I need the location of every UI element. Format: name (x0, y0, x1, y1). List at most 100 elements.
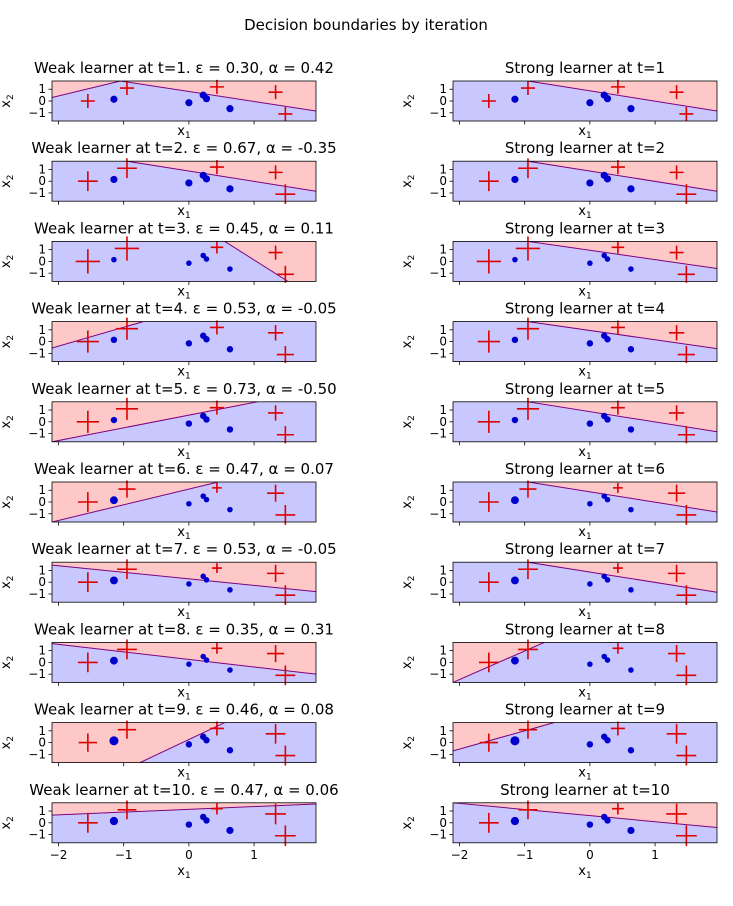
y-tick-label: −1 (429, 106, 447, 120)
panel-weak-5: Weak learner at t=5. ε = 0.73, α = -0.50… (0, 380, 337, 462)
positive-region (52, 81, 316, 111)
y-tick-label: −1 (28, 507, 46, 521)
data-point-plus (268, 245, 283, 260)
data-point-plus (267, 405, 284, 421)
data-point-plus (477, 410, 500, 433)
y-tick-label: −1 (429, 667, 447, 681)
data-point-plus (479, 733, 498, 752)
y-tick-label: 0 (38, 174, 46, 188)
data-point-circle (586, 741, 594, 748)
y-tick-label: −1 (28, 667, 46, 681)
y-tick-label: 0 (38, 736, 46, 750)
y-tick-label: −1 (28, 106, 46, 120)
data-point-plus (611, 241, 625, 254)
data-point-circle (200, 493, 207, 499)
y-axis-label: x2 (400, 656, 417, 669)
data-point-circle (203, 577, 210, 583)
data-point-plus (677, 265, 695, 283)
data-point-circle (587, 260, 593, 266)
panel-weak-2: Weak learner at t=2. ε = 0.67, α = -0.35… (0, 139, 337, 221)
y-axis-label: x2 (400, 415, 417, 428)
data-point-plus (117, 639, 137, 660)
data-point-plus (117, 720, 137, 739)
data-point-plus (209, 721, 224, 736)
y-axis-label: x2 (400, 335, 417, 348)
decision-boundary-line (52, 803, 316, 816)
panel-title: Weak learner at t=10. ε = 0.47, α = 0.06 (29, 781, 338, 799)
data-point-circle (628, 587, 634, 593)
data-point-circle (510, 736, 520, 746)
data-point-circle (203, 817, 210, 824)
data-point-circle (511, 95, 519, 103)
decision-boundary-line (453, 802, 717, 829)
panel-title: Strong learner at t=7 (505, 540, 665, 558)
panel-title: Strong learner at t=8 (505, 620, 665, 638)
data-point-plus (75, 249, 100, 274)
data-point-circle (604, 577, 611, 583)
y-tick-label: −1 (429, 747, 447, 761)
data-point-plus (77, 171, 98, 192)
data-point-plus (209, 400, 224, 415)
y-tick-label: 1 (439, 563, 447, 577)
y-tick-label: 0 (439, 254, 447, 268)
data-point-plus (114, 236, 140, 261)
y-axis-label: x2 (400, 816, 417, 829)
decision-boundary-line (52, 643, 316, 675)
data-point-plus (119, 81, 134, 96)
data-point-circle (587, 581, 593, 587)
decision-boundary-line (527, 401, 717, 433)
y-tick-label: 0 (439, 816, 447, 830)
data-point-circle (109, 736, 119, 746)
y-tick-label: 1 (38, 403, 46, 417)
panel-weak-6: Weak learner at t=6. ε = 0.47, α = 0.07 1… (0, 460, 334, 542)
data-point-plus (610, 721, 625, 736)
data-point-plus (267, 645, 285, 663)
positive-region (453, 401, 717, 432)
y-axis-label: x2 (400, 94, 417, 107)
data-point-plus (676, 745, 697, 766)
data-point-circle (110, 95, 118, 103)
y-tick-label: −1 (28, 346, 46, 360)
data-point-plus (676, 585, 697, 606)
data-point-circle (627, 105, 635, 113)
data-point-circle (627, 346, 635, 353)
data-point-circle (628, 667, 634, 673)
data-point-circle (604, 336, 611, 343)
data-point-plus (275, 505, 296, 525)
data-point-circle (227, 266, 233, 272)
data-point-circle (185, 340, 193, 347)
data-point-plus (209, 320, 224, 335)
x-tick-label: −2 (50, 848, 68, 862)
y-tick-label: 0 (439, 655, 447, 669)
y-tick-label: 1 (439, 724, 447, 738)
y-tick-label: 1 (439, 403, 447, 417)
data-point-plus (118, 480, 136, 498)
data-point-plus (268, 85, 283, 100)
data-point-circle (627, 747, 635, 754)
y-tick-label: 1 (38, 724, 46, 738)
y-tick-label: −1 (429, 186, 447, 200)
data-point-circle (227, 587, 233, 593)
y-tick-label: 0 (439, 335, 447, 349)
data-point-plus (610, 79, 625, 94)
y-tick-label: 0 (38, 575, 46, 589)
data-point-plus (518, 158, 538, 179)
data-point-circle (586, 179, 594, 187)
y-tick-label: 0 (439, 575, 447, 589)
decision-boundary-line (52, 482, 219, 522)
y-tick-label: 1 (439, 483, 447, 497)
data-point-circle (185, 179, 193, 187)
data-point-circle (200, 573, 207, 580)
data-point-plus (610, 400, 625, 415)
positive-region (52, 241, 316, 282)
positive-region (52, 482, 316, 522)
y-axis-label: x2 (0, 495, 16, 508)
data-point-circle (110, 336, 118, 344)
data-point-plus (669, 85, 684, 100)
data-point-circle (200, 252, 207, 259)
